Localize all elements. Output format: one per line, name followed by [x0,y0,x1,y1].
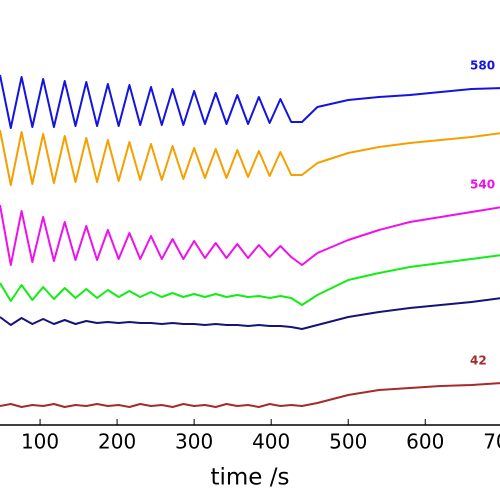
series-line [0,204,500,266]
series-line [0,254,500,306]
series-label: 540 [470,178,495,192]
series-line [0,382,500,408]
x-tick-label: 200 [98,430,136,454]
x-tick-label: 300 [175,430,213,454]
x-tick-label: 700 [483,430,500,454]
x-axis-label: time /s [210,465,289,491]
x-tick-label: 100 [21,430,59,454]
x-tick-label: 600 [406,430,444,454]
series-line [0,129,500,186]
series-label: 42 [470,354,487,368]
series-line [0,74,500,129]
x-tick-label: 500 [329,430,367,454]
series-line [0,297,500,330]
x-tick-label: 400 [252,430,290,454]
series-label: 580 [470,59,495,73]
